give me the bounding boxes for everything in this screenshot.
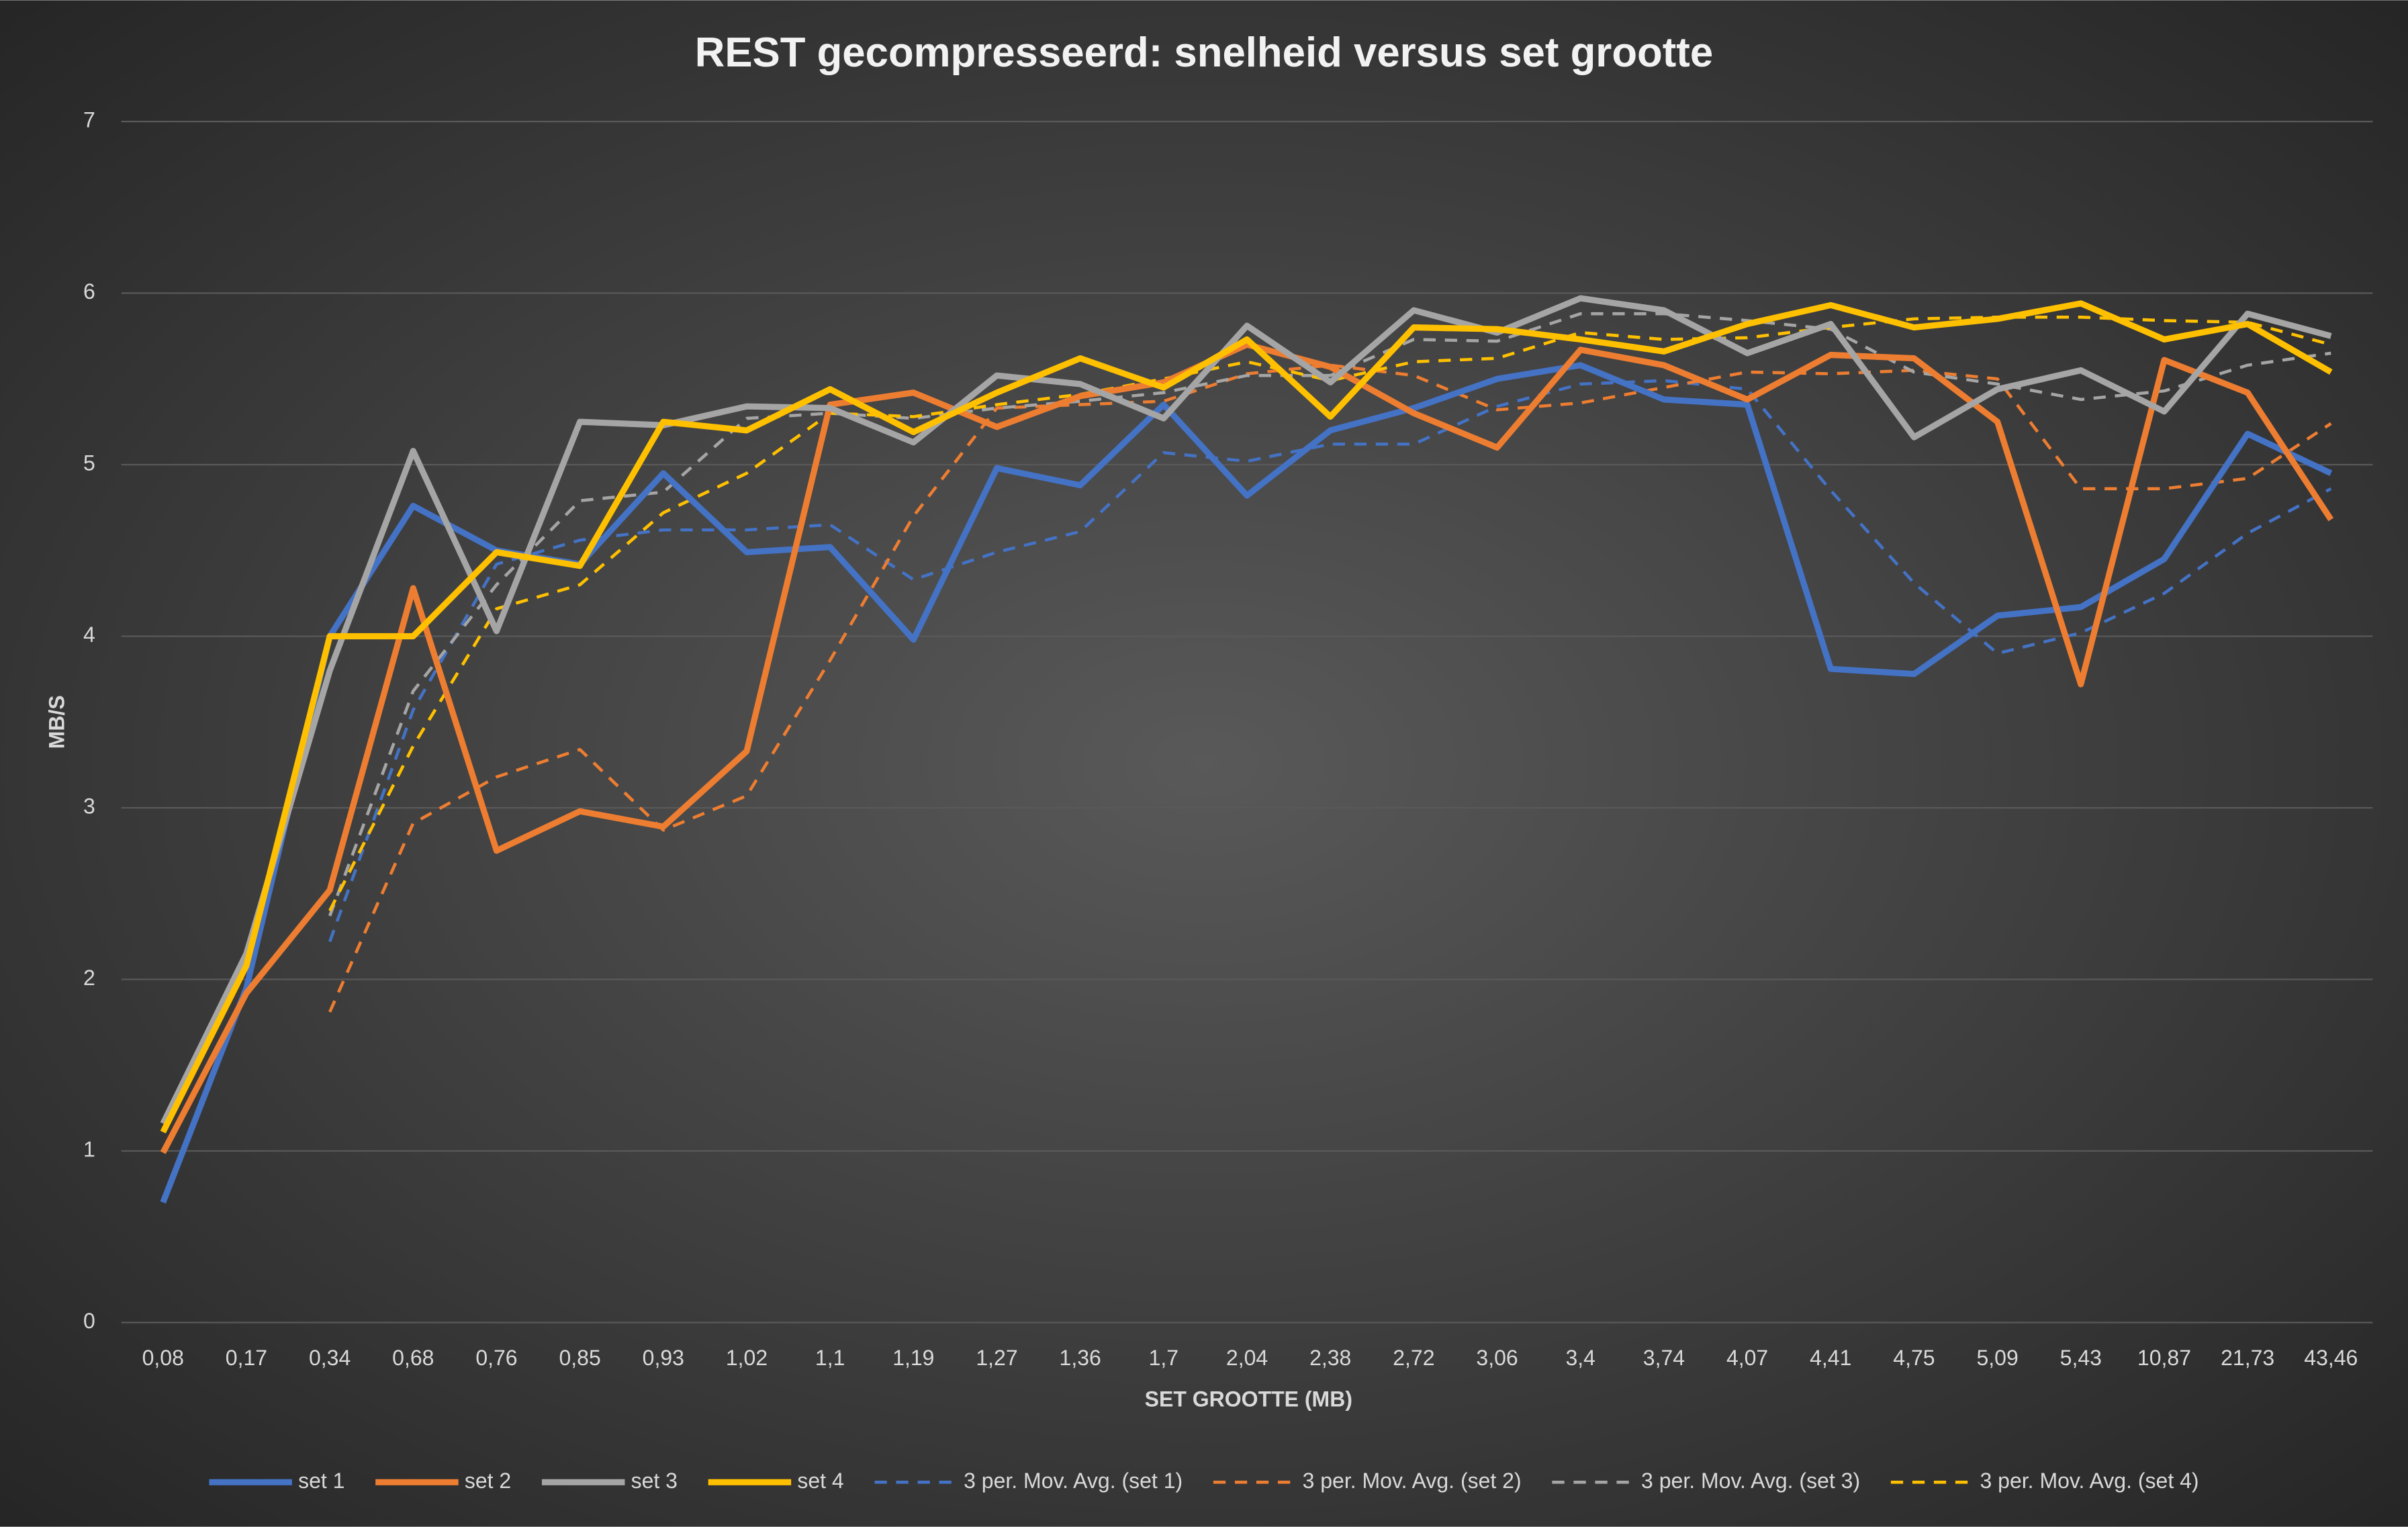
- legend-label: 3 per. Mov. Avg. (set 2): [1303, 1469, 1522, 1493]
- x-tick-label: 0,17: [226, 1346, 267, 1370]
- legend-label: set 3: [631, 1469, 678, 1493]
- x-tick-label: 3,06: [1476, 1346, 1518, 1370]
- x-tick-label: 0,76: [475, 1346, 517, 1370]
- x-tick-label: 4,07: [1726, 1346, 1768, 1370]
- x-axis-label: SET GROOTTE (MB): [1145, 1387, 1352, 1412]
- x-tick-label: 2,72: [1393, 1346, 1434, 1370]
- x-tick-label: 1,27: [976, 1346, 1017, 1370]
- legend-label: set 2: [465, 1469, 511, 1493]
- series-line: [160, 341, 2334, 1154]
- y-axis-label: MB/S: [44, 695, 68, 749]
- x-tick-label: 2,04: [1226, 1346, 1268, 1370]
- x-tick-label: 1,02: [726, 1346, 768, 1370]
- x-tick-label: 3,4: [1565, 1346, 1595, 1370]
- y-tick-label: 0: [83, 1309, 95, 1333]
- x-tick-label: 0,34: [309, 1346, 351, 1370]
- x-tick-label: 0,85: [559, 1346, 600, 1370]
- moving-average-line: [328, 363, 2332, 1013]
- moving-average-line: [328, 312, 2331, 917]
- legend-label: 3 per. Mov. Avg. (set 1): [964, 1469, 1183, 1493]
- series-line: [160, 300, 2333, 1133]
- x-tick-label: 5,43: [2060, 1346, 2102, 1370]
- y-tick-label: 1: [83, 1137, 95, 1161]
- x-tick-label: 4,75: [1893, 1346, 1935, 1370]
- y-tick-label: 6: [83, 279, 95, 304]
- legend-label: set 1: [298, 1469, 344, 1493]
- y-tick-label: 2: [83, 966, 95, 990]
- y-tick-label: 3: [83, 794, 95, 818]
- x-tick-label: 1,1: [815, 1346, 845, 1370]
- x-tick-label: 21,73: [2221, 1346, 2274, 1370]
- series-line: [160, 295, 2332, 1125]
- x-tick-label: 10,87: [2137, 1346, 2191, 1370]
- x-tick-label: 3,74: [1643, 1346, 1685, 1370]
- moving-average-line: [328, 379, 2332, 943]
- y-tick-label: 7: [83, 107, 95, 132]
- x-tick-label: 1,36: [1060, 1346, 1101, 1370]
- y-tick-label: 5: [83, 451, 95, 475]
- legend: set 1 set 2 set 3 set 4 3 per. Mov. Avg. (se…: [209, 1469, 2199, 1493]
- legend-label: 3 per. Mov. Avg. (set 3): [1641, 1469, 1860, 1493]
- x-tick-label: 43,46: [2304, 1346, 2358, 1370]
- legend-label: set 4: [797, 1469, 843, 1493]
- x-tick-label: 1,19: [892, 1346, 934, 1370]
- x-tick-label: 0,93: [643, 1346, 684, 1370]
- x-tick-label: 0,08: [142, 1346, 184, 1370]
- chart-title: REST gecompresseerd: snelheid versus set…: [695, 30, 1713, 76]
- x-tick-label: 5,09: [1976, 1346, 2018, 1370]
- legend-label: 3 per. Mov. Avg. (set 4): [1980, 1469, 2198, 1493]
- x-tick-label: 4,41: [1810, 1346, 1851, 1370]
- x-tick-label: 1,7: [1149, 1346, 1178, 1370]
- x-tick-label: 0,68: [392, 1346, 434, 1370]
- x-tick-label: 2,38: [1309, 1346, 1351, 1370]
- y-tick-label: 4: [83, 622, 95, 647]
